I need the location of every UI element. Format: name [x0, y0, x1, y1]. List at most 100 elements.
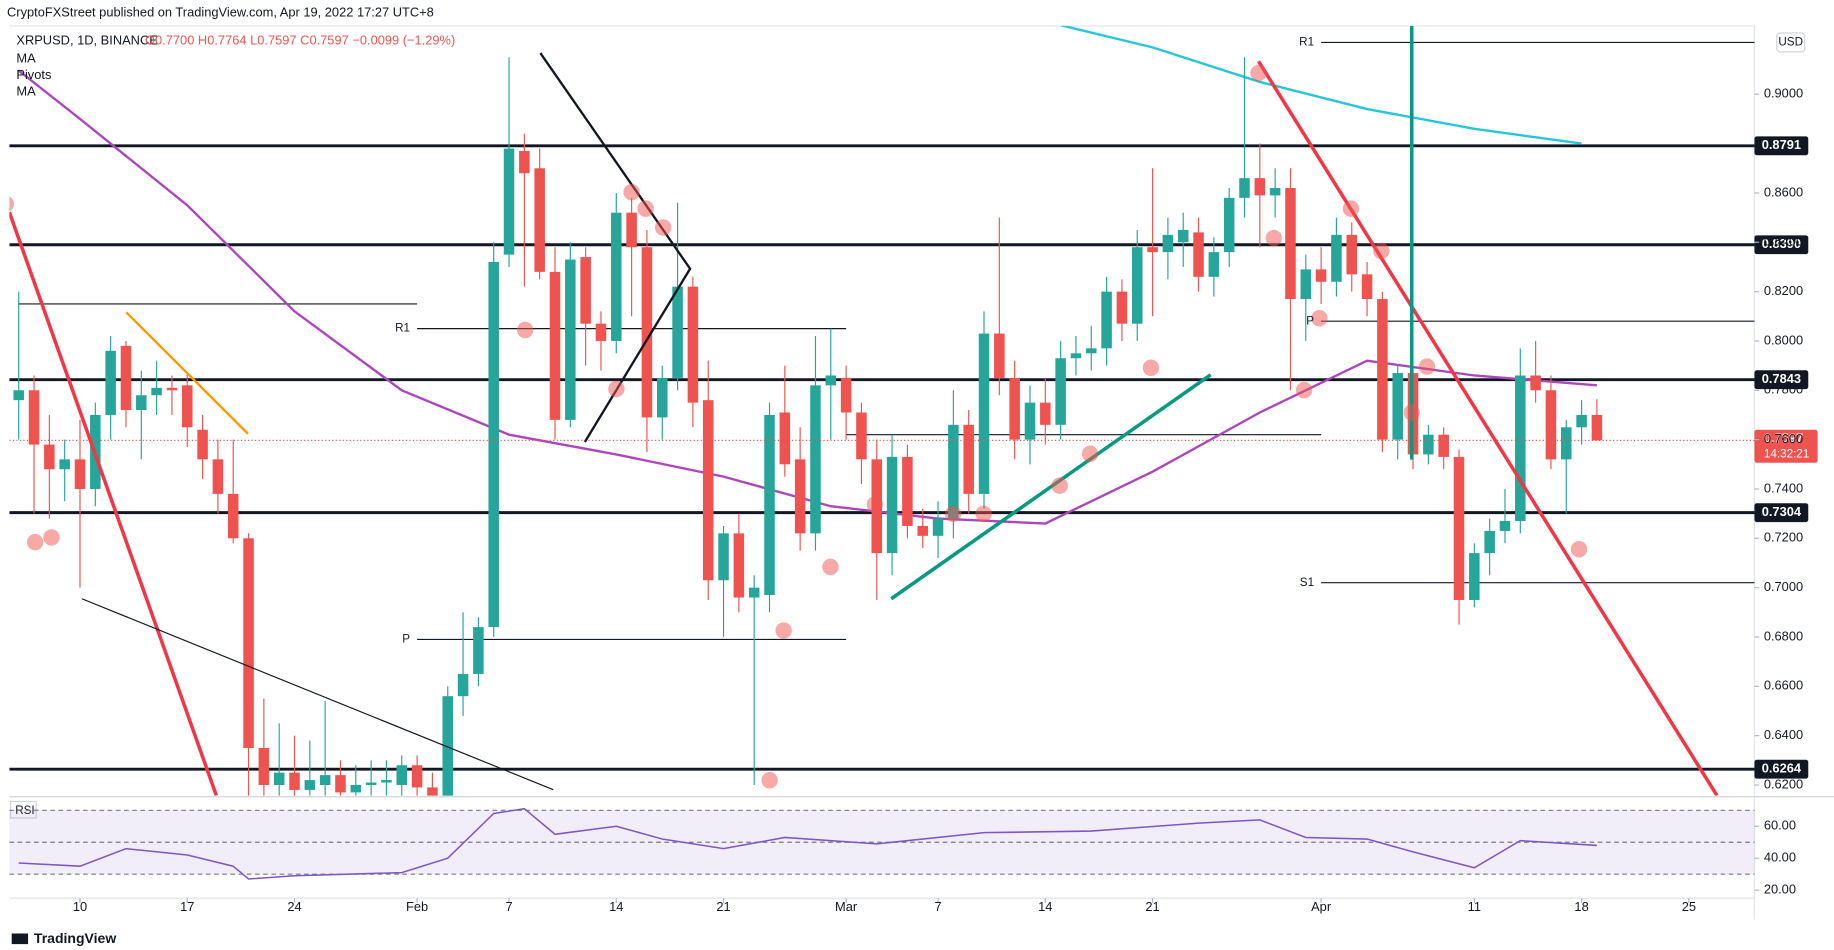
candle-body	[1499, 521, 1511, 531]
candle-body	[1423, 434, 1434, 455]
candle-body	[534, 168, 545, 272]
candle-body	[656, 377, 668, 418]
candle-body	[718, 533, 729, 581]
indicator: Pivots	[16, 67, 51, 82]
x-tick-label: 14	[609, 899, 623, 914]
pivot-label: R1	[395, 322, 410, 335]
y-tick-label: 0.7400	[1764, 480, 1803, 495]
candle-body	[1331, 234, 1342, 282]
candle-body	[840, 377, 852, 413]
y-tick-label: 0.9000	[1764, 86, 1803, 101]
drawings	[9, 25, 1719, 796]
candle-body	[1009, 377, 1020, 440]
candle-body	[503, 148, 515, 255]
candle-body	[1484, 530, 1495, 554]
y-tick-label: 0.7600	[1764, 431, 1803, 446]
candle-body	[350, 784, 362, 793]
candle-body	[1561, 427, 1572, 460]
candle-body	[1346, 234, 1358, 275]
y-tick-label: 0.6200	[1764, 776, 1803, 791]
x-tick-label: 24	[287, 899, 301, 914]
ohlc-legend: O0.7700 H0.7764 L0.7597 C0.7597 −0.0099 …	[145, 33, 455, 48]
candle-body	[396, 765, 408, 785]
candle-body	[794, 459, 806, 534]
candle-body	[565, 259, 576, 420]
y-tick-label: 20.00	[1764, 882, 1796, 897]
candle-body	[1453, 456, 1465, 600]
x-tick-label: 7	[934, 899, 941, 914]
candle-body	[963, 424, 974, 494]
level-label: 0.8390	[1762, 236, 1801, 251]
candle-body	[810, 385, 821, 534]
candle-body	[105, 350, 116, 415]
candle-body	[948, 424, 959, 519]
candle-body	[59, 459, 70, 470]
x-tick-label: 18	[1574, 899, 1588, 914]
pivot-label: S1	[1300, 576, 1314, 589]
x-tick-label: Apr	[1311, 899, 1332, 914]
x-tick-label: 17	[180, 899, 194, 914]
candle-body	[519, 151, 530, 174]
candle-body	[1086, 348, 1097, 354]
candle-body	[764, 414, 775, 596]
y-tick-label: 0.8200	[1764, 283, 1803, 298]
y-tick-label: 0.7800	[1764, 382, 1803, 397]
level-badge	[1754, 136, 1809, 156]
y-tick-label: 0.8400	[1764, 234, 1803, 249]
y-tick-label: 40.00	[1764, 850, 1796, 865]
candle-body	[120, 345, 132, 411]
candle-body	[1469, 553, 1480, 600]
candle-body	[427, 787, 438, 796]
x-tick-label: 14	[1038, 899, 1052, 914]
level-badge	[1754, 370, 1809, 390]
x-tick-label: Mar	[835, 899, 858, 914]
level-label: 0.7304	[1762, 504, 1802, 519]
candle-body	[411, 765, 423, 788]
candle-body	[1024, 402, 1036, 440]
candle-body	[74, 459, 86, 489]
candle-body	[1315, 269, 1327, 282]
level-badge	[1754, 235, 1809, 255]
candle-body	[1040, 402, 1051, 425]
candle-body	[1545, 390, 1557, 460]
y-tick-label: 0.8000	[1764, 332, 1803, 347]
level-badge	[1754, 503, 1809, 523]
candle-body	[932, 518, 944, 536]
x-tick-label: 21	[1145, 899, 1159, 914]
candle-body	[825, 375, 837, 386]
candle-body	[1392, 373, 1403, 440]
y-tick-label: 0.7000	[1764, 579, 1803, 594]
candle-body	[212, 459, 224, 494]
y-tick-label: 0.6400	[1764, 727, 1803, 742]
candle-body	[626, 212, 637, 248]
candle-body	[748, 587, 760, 598]
candle-body	[1131, 247, 1143, 324]
candle-body	[1208, 252, 1220, 277]
pivot-label: P	[1306, 314, 1314, 327]
candle-body	[611, 212, 622, 341]
candle-body	[856, 412, 867, 460]
candle-body	[304, 780, 316, 790]
moving-average	[17, 69, 1598, 525]
y-tick-label: 0.8600	[1764, 184, 1803, 199]
candle-body	[473, 627, 484, 674]
y-tick-label: 60.00	[1764, 818, 1796, 833]
candle-body	[886, 456, 898, 554]
candle-body	[1055, 358, 1066, 425]
candle-body	[1591, 414, 1603, 441]
candle-body	[641, 247, 653, 418]
rsi-title: RSI	[15, 804, 34, 817]
candle-body	[1530, 375, 1541, 391]
candle-body	[181, 385, 193, 428]
candle-body	[1239, 178, 1250, 198]
last-price-label: 0.7597	[1764, 431, 1803, 446]
x-tick-label: 11	[1468, 899, 1481, 914]
candle-body	[227, 493, 239, 539]
level-badge	[1754, 759, 1809, 779]
x-tick-label: 21	[716, 899, 730, 914]
candle-body	[687, 286, 699, 403]
y-tick-label: 0.6800	[1764, 628, 1803, 643]
currency-box	[1776, 32, 1806, 53]
y-tick-label: 0.6600	[1764, 678, 1803, 693]
